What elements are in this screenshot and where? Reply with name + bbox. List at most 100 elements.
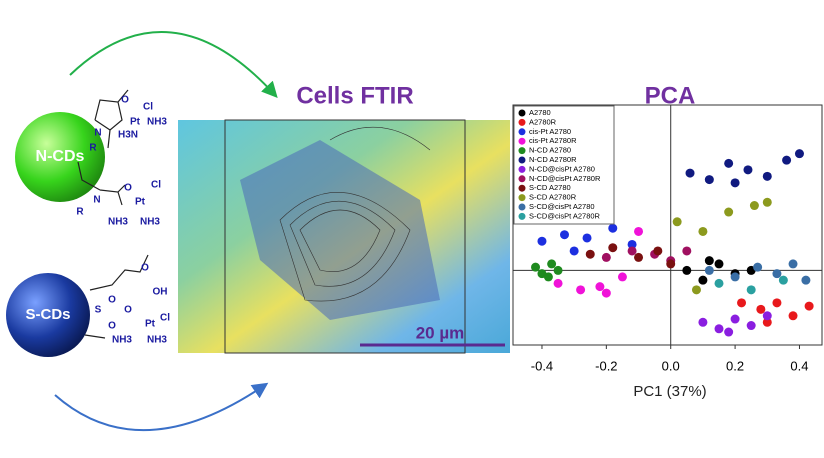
point — [763, 198, 772, 207]
chem-label: O — [141, 263, 149, 274]
chem-label: NH3 — [112, 335, 132, 346]
point — [805, 302, 814, 311]
chem-label: H3N — [118, 130, 138, 141]
point — [628, 246, 637, 255]
point — [753, 263, 762, 272]
chem-label: R — [89, 143, 97, 154]
point — [724, 159, 733, 168]
point — [715, 324, 724, 333]
point — [576, 285, 585, 294]
chem-label: Pt — [130, 117, 141, 128]
point — [682, 266, 691, 275]
legend-swatch — [519, 204, 526, 211]
legend-swatch — [519, 185, 526, 192]
point — [715, 279, 724, 288]
legend-swatch — [519, 110, 526, 117]
x-tick-label: 0.0 — [662, 358, 680, 373]
point — [608, 224, 617, 233]
chem-label: OH — [153, 287, 168, 298]
point — [686, 169, 695, 178]
point — [634, 227, 643, 236]
legend-label: N-CD@cisPt A2780 — [529, 164, 595, 173]
point — [705, 175, 714, 184]
point — [544, 272, 553, 281]
legend-swatch — [519, 213, 526, 220]
point — [698, 318, 707, 327]
point — [763, 311, 772, 320]
panel-title: Cells FTIR — [296, 82, 413, 109]
point — [715, 259, 724, 268]
point — [731, 178, 740, 187]
chem-label: N — [93, 195, 100, 206]
point — [747, 285, 756, 294]
chem-label: NH3 — [147, 335, 167, 346]
x-tick-label: 0.2 — [726, 358, 744, 373]
x-tick-label: -0.2 — [595, 358, 617, 373]
point — [653, 246, 662, 255]
point — [583, 233, 592, 242]
point — [608, 243, 617, 252]
x-tick-label: -0.4 — [531, 358, 553, 373]
legend-swatch — [519, 175, 526, 182]
point — [801, 276, 810, 285]
point — [789, 259, 798, 268]
chem-label: NH3 — [140, 217, 160, 228]
legend-label: N-CD A2780R — [529, 155, 577, 164]
point — [756, 305, 765, 314]
point — [705, 256, 714, 265]
point — [554, 266, 563, 275]
legend-label: S-CD@cisPt A2780R — [529, 211, 601, 220]
chem-label: O — [108, 321, 116, 332]
point — [724, 328, 733, 337]
legend-swatch — [519, 166, 526, 173]
chem-label: O — [124, 305, 132, 316]
chem-label: Cl — [143, 102, 153, 113]
point — [602, 253, 611, 262]
point — [698, 227, 707, 236]
point — [731, 272, 740, 281]
legend-label: cis-Pt A2780 — [529, 127, 571, 136]
point — [692, 285, 701, 294]
point — [634, 253, 643, 262]
legend-swatch — [519, 138, 526, 145]
x-tick-label: 0.4 — [790, 358, 808, 373]
point — [779, 276, 788, 285]
node-label: N-CDs — [36, 148, 85, 165]
chem-label: NH3 — [147, 117, 167, 128]
legend-label: N-CD@cisPt A2780R — [529, 174, 601, 183]
chem-label: O — [124, 183, 132, 194]
point — [772, 269, 781, 278]
arrow — [70, 32, 275, 95]
point — [743, 165, 752, 174]
chem-label: N — [94, 128, 101, 139]
chem-label: O — [121, 95, 129, 106]
chem-label: Cl — [151, 180, 161, 191]
point — [547, 259, 556, 268]
point — [602, 289, 611, 298]
point — [763, 172, 772, 181]
point — [747, 321, 756, 330]
graphical-abstract: N-CDs S-CDs 20 µm Cells FTIR PCA PC1 (37… — [0, 0, 824, 453]
scale-label: 20 µm — [416, 323, 465, 342]
point — [673, 217, 682, 226]
chem-label: R — [76, 207, 84, 218]
chem-label: Pt — [145, 319, 156, 330]
legend-label: A2780R — [529, 117, 557, 126]
legend-label: S-CD@cisPt A2780 — [529, 202, 595, 211]
legend-swatch — [519, 119, 526, 126]
legend-label: cis-Pt A2780R — [529, 136, 577, 145]
point — [682, 246, 691, 255]
chem-label: NH3 — [108, 217, 128, 228]
point — [554, 279, 563, 288]
legend-swatch — [519, 157, 526, 164]
point — [698, 276, 707, 285]
chem-label: O — [108, 295, 116, 306]
node-label: S-CDs — [25, 306, 70, 323]
point — [618, 272, 627, 281]
legend-swatch — [519, 147, 526, 154]
point — [595, 282, 604, 291]
point — [705, 266, 714, 275]
chem-label: Cl — [160, 313, 170, 324]
point — [789, 311, 798, 320]
point — [570, 246, 579, 255]
